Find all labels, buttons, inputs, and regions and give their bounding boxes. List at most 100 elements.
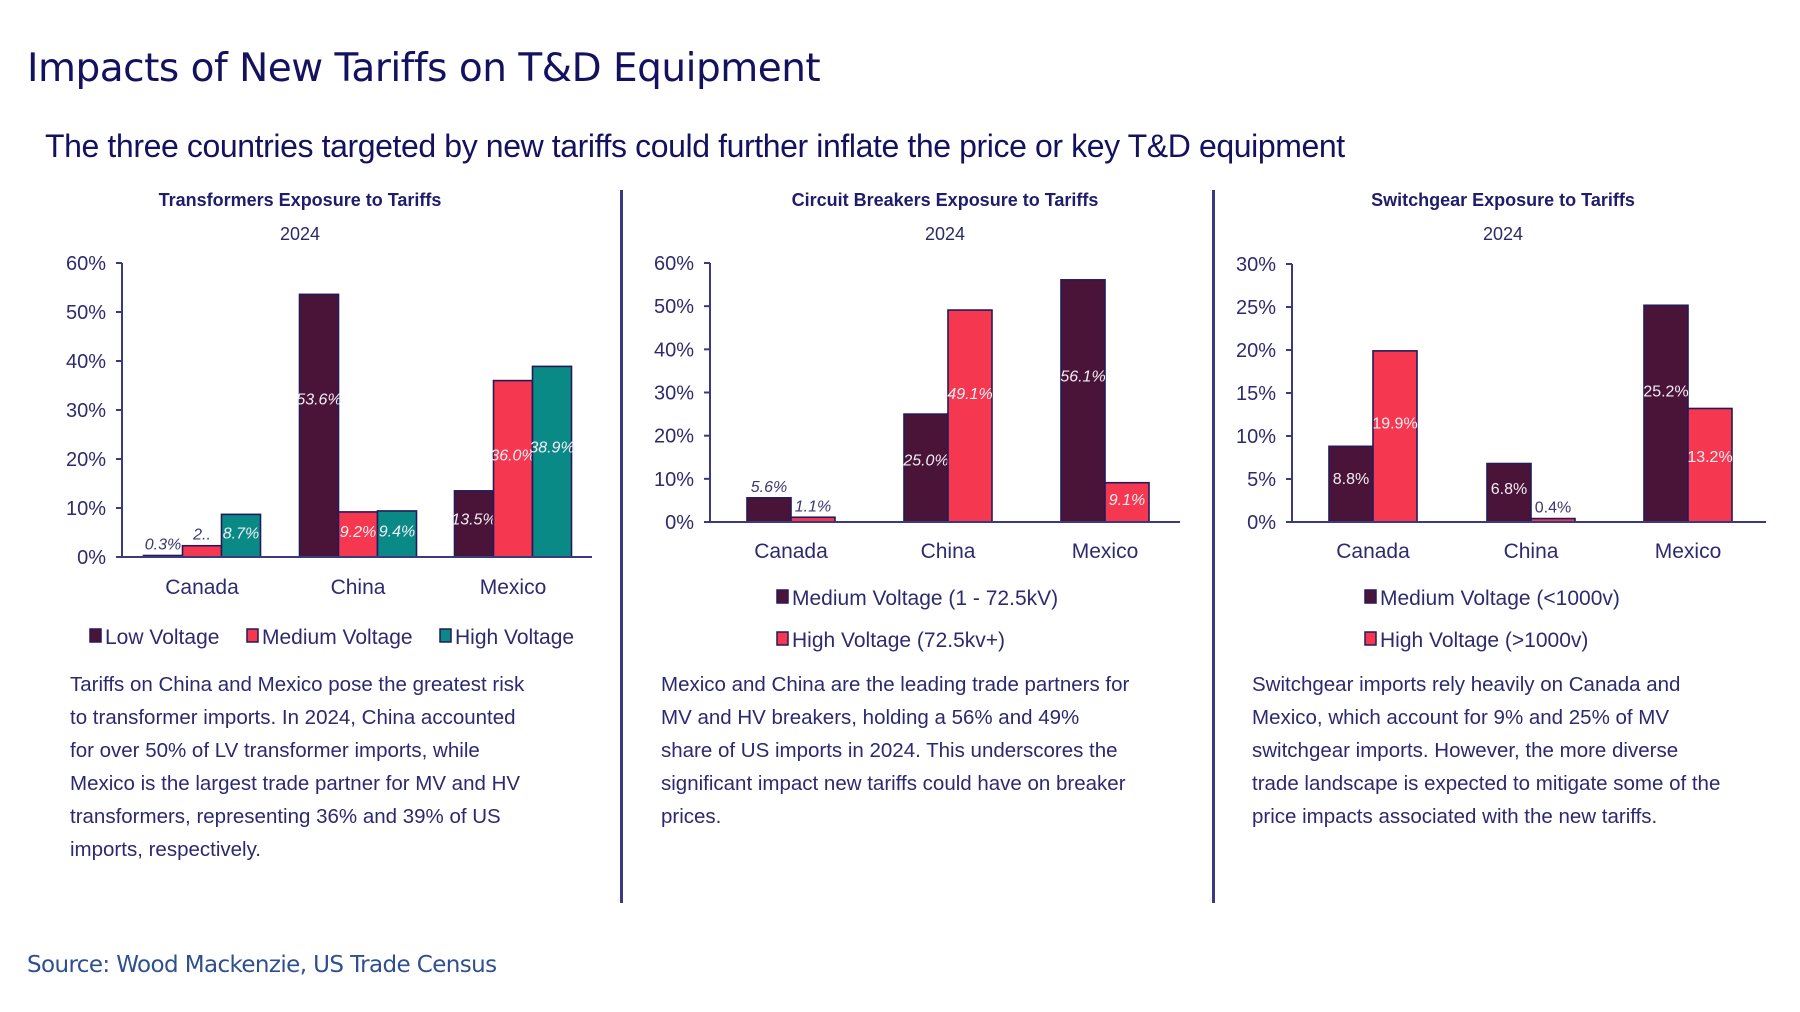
page-title: Impacts of New Tariffs on T&D Equipment [27, 46, 821, 91]
switchgear-y-tick-label: 5% [1247, 469, 1276, 491]
page-subtitle: The three countries targeted by new tari… [45, 128, 1345, 164]
transformers-y-tick-label: 10% [66, 498, 106, 520]
switchgear-chart-year: 2024 [1483, 224, 1523, 244]
description-line: Tariffs on China and Mexico pose the gre… [70, 673, 525, 696]
circuit-breakers-data-label: 25.0% [902, 452, 948, 469]
switchgear-data-label: 25.2% [1643, 383, 1688, 400]
switchgear-bar-mexico-1 [1687, 407, 1733, 523]
description-line: to transformer imports. In 2024, China a… [70, 706, 516, 729]
switchgear-y-tick-label: 15% [1236, 383, 1276, 405]
circuit-breakers-x-tick-label: China [921, 540, 976, 563]
transformers-bar-mexico-1 [492, 379, 534, 558]
description-line: imports, respectively. [70, 838, 262, 861]
switchgear-y-tick-label: 10% [1236, 426, 1276, 448]
transformers-bar-mexico-2 [531, 365, 573, 558]
switchgear-chart-title: Switchgear Exposure to Tariffs [1371, 190, 1635, 210]
description-line: share of US imports in 2024. This unders… [661, 739, 1118, 762]
switchgear-data-label: 6.8% [1491, 481, 1527, 498]
transformers-data-label: 8.7% [223, 525, 259, 542]
description-line: for over 50% of LV transformer imports, … [70, 739, 480, 762]
panel-divider-right [1212, 190, 1215, 903]
circuit-breakers-data-label: 1.1% [795, 498, 831, 515]
circuit-breakers-chart-title: Circuit Breakers Exposure to Tariffs [792, 190, 1099, 210]
transformers-bar-canada-1 [181, 544, 223, 558]
transformers-y-tick-label: 0% [77, 547, 106, 569]
transformers-chart-title: Transformers Exposure to Tariffs [159, 190, 442, 210]
circuit-breakers-y-tick-label: 50% [654, 296, 694, 318]
description-line: prices. [661, 805, 722, 828]
transformers-legend-swatch [246, 628, 259, 643]
transformers-data-label: 2.. [192, 527, 211, 544]
switchgear-legend-label: High Voltage (>1000v) [1380, 629, 1588, 652]
transformers-y-tick-label: 40% [66, 351, 106, 373]
description-line: transformers, representing 36% and 39% o… [70, 805, 501, 828]
transformers-y-tick-label: 50% [66, 302, 106, 324]
transformers-legend-swatch [89, 628, 102, 643]
switchgear-x-tick-label: Mexico [1655, 540, 1722, 563]
transformers-y-tick-label: 20% [66, 449, 106, 471]
circuit-breakers-bar-mexico-1 [1104, 481, 1150, 523]
switchgear-data-label: 13.2% [1687, 449, 1732, 466]
circuit-breakers-legend-swatch [776, 589, 789, 604]
switchgear-bar-canada-1 [1372, 350, 1418, 523]
transformers-data-label: 38.9% [529, 439, 574, 456]
circuit-breakers-description: Mexico and China are the leading trade p… [661, 668, 1201, 833]
switchgear-data-label: 0.4% [1535, 500, 1571, 517]
circuit-breakers-y-tick-label: 0% [665, 512, 694, 534]
switchgear-x-tick-label: China [1504, 540, 1559, 563]
transformers-data-label: 9.2% [340, 524, 376, 541]
circuit-breakers-y-tick-label: 60% [654, 253, 694, 275]
transformers-legend-swatch [439, 628, 452, 643]
circuit-breakers-bar-mexico-0 [1060, 279, 1106, 523]
description-line: Mexico and China are the leading trade p… [661, 673, 1130, 696]
transformers-legend-label: High Voltage [455, 626, 574, 649]
transformers-y-tick-label: 30% [66, 400, 106, 422]
switchgear-description: Switchgear imports rely heavily on Canad… [1252, 668, 1792, 833]
transformers-data-label: 13.5% [451, 512, 496, 529]
circuit-breakers-y-tick-label: 40% [654, 339, 694, 361]
transformers-chart-year: 2024 [280, 224, 320, 244]
description-line: price impacts associated with the new ta… [1252, 805, 1658, 828]
circuit-breakers-bar-canada-0 [746, 497, 792, 523]
transformers-description: Tariffs on China and Mexico pose the gre… [70, 668, 610, 866]
source-note: Source: Wood Mackenzie, US Trade Census [27, 952, 497, 978]
switchgear-data-label: 8.8% [1333, 471, 1369, 488]
transformers-bar-mexico-0 [453, 490, 495, 558]
transformers-bar-china-2 [376, 510, 418, 558]
description-line: Switchgear imports rely heavily on Canad… [1252, 673, 1681, 696]
transformers-bar-china-0 [298, 293, 340, 558]
transformers-data-label: 36.0% [490, 448, 535, 465]
circuit-breakers-y-tick-label: 30% [654, 383, 694, 405]
switchgear-legend-label: Medium Voltage (<1000v) [1380, 587, 1620, 610]
description-line: trade landscape is expected to mitigate … [1252, 772, 1721, 795]
switchgear-y-tick-label: 30% [1236, 254, 1276, 276]
description-line: MV and HV breakers, holding a 56% and 49… [661, 706, 1080, 729]
circuit-breakers-y-tick-label: 20% [654, 426, 694, 448]
transformers-bar-canada-2 [220, 513, 262, 558]
switchgear-legend-swatch [1364, 589, 1377, 604]
circuit-breakers-data-label: 5.6% [751, 479, 787, 496]
circuit-breakers-legend-label: High Voltage (72.5kv+) [792, 629, 1005, 652]
circuit-breakers-legend-label: Medium Voltage (1 - 72.5kV) [792, 587, 1058, 610]
transformers-y-tick-label: 60% [66, 253, 106, 275]
circuit-breakers-data-label: 49.1% [947, 386, 992, 403]
description-line: Mexico, which account for 9% and 25% of … [1252, 706, 1670, 729]
switchgear-y-tick-label: 20% [1236, 340, 1276, 362]
transformers-data-label: 9.4% [379, 523, 415, 540]
transformers-data-label: 53.6% [296, 392, 341, 409]
transformers-legend-label: Medium Voltage [262, 626, 413, 649]
transformers-data-label: 0.3% [145, 537, 181, 554]
transformers-x-tick-label: China [331, 576, 386, 599]
switchgear-x-tick-label: Canada [1336, 540, 1410, 563]
description-line: switchgear imports. However, the more di… [1252, 739, 1679, 762]
switchgear-bar-china-0 [1486, 462, 1532, 523]
switchgear-y-tick-label: 25% [1236, 297, 1276, 319]
circuit-breakers-bar-china-1 [947, 309, 993, 523]
circuit-breakers-legend-swatch [776, 631, 789, 646]
switchgear-bar-mexico-0 [1643, 304, 1689, 523]
switchgear-data-label: 19.9% [1372, 416, 1417, 433]
circuit-breakers-data-label: 9.1% [1109, 492, 1145, 509]
transformers-x-tick-label: Canada [165, 576, 239, 599]
transformers-bar-china-1 [337, 511, 379, 558]
